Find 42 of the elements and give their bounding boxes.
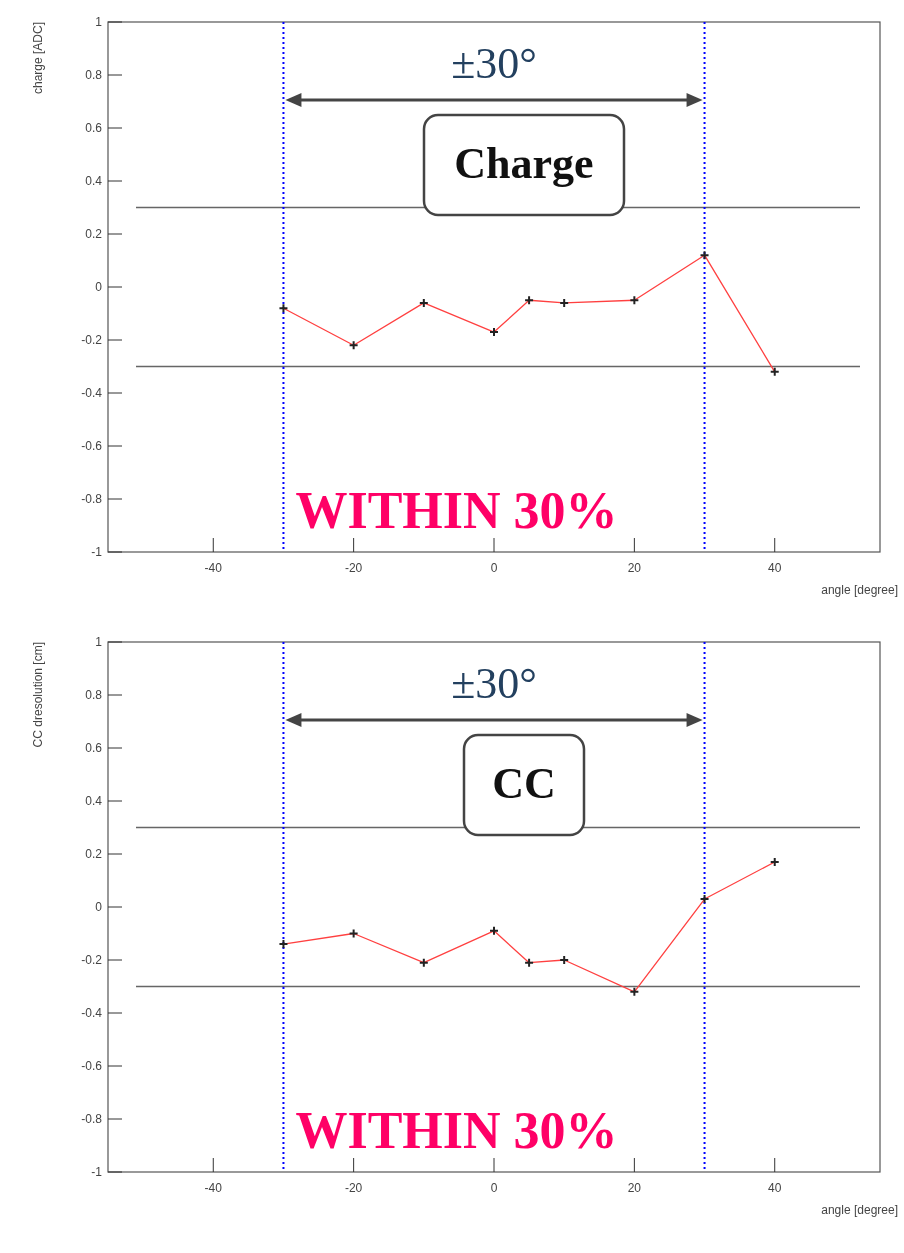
y-tick-label: -0.6 <box>81 1059 103 1074</box>
y-tick-label: 0.8 <box>85 68 103 83</box>
y-tick-label: 0 <box>95 280 103 295</box>
x-tick-label: -20 <box>344 1181 363 1195</box>
annotation: WITHIN 30% <box>295 1102 618 1159</box>
annotation: Charge <box>454 139 594 188</box>
y-tick-label: 0.6 <box>85 121 103 136</box>
x-tick-label: 40 <box>768 1181 782 1195</box>
y-axis-title: CC dresolution [cm] <box>31 642 45 748</box>
x-tick-label: 0 <box>490 1181 498 1195</box>
x-axis-title: angle [degree] <box>821 1203 898 1217</box>
x-axis-title: angle [degree] <box>821 583 898 597</box>
x-tick-label: 40 <box>768 561 782 575</box>
y-tick-label: -0.2 <box>81 333 103 348</box>
annotation: ±30° <box>451 39 537 88</box>
y-tick-label: 0.2 <box>85 847 103 862</box>
y-tick-label: -1 <box>91 1165 103 1180</box>
y-tick-label: 0.4 <box>85 174 103 189</box>
x-tick-label: 0 <box>490 561 498 575</box>
y-tick-label: 1 <box>95 635 103 650</box>
y-tick-label: -0.2 <box>81 953 103 968</box>
y-tick-label: -0.8 <box>81 492 103 507</box>
y-tick-label: 0 <box>95 900 103 915</box>
y-tick-label: 0.8 <box>85 688 103 703</box>
annotation: WITHIN 30% <box>295 482 618 539</box>
x-tick-label: -40 <box>204 1181 223 1195</box>
x-tick-label: -20 <box>344 561 363 575</box>
x-tick-label: 20 <box>627 561 642 575</box>
x-tick-label: 20 <box>627 1181 642 1195</box>
y-axis-title: charge [ADC] <box>31 22 45 95</box>
annotation: ±30° <box>451 659 537 708</box>
y-tick-label: -0.4 <box>81 1006 103 1021</box>
y-tick-label: -0.4 <box>81 386 103 401</box>
y-tick-label: 0.2 <box>85 227 103 242</box>
x-tick-label: -40 <box>204 561 223 575</box>
y-tick-label: 0.6 <box>85 741 103 756</box>
y-tick-label: -1 <box>91 545 103 560</box>
annotation: CC <box>492 759 556 808</box>
y-tick-label: -0.6 <box>81 439 103 454</box>
y-tick-label: 0.4 <box>85 794 103 809</box>
y-tick-label: 1 <box>95 15 103 30</box>
y-tick-label: -0.8 <box>81 1112 103 1127</box>
